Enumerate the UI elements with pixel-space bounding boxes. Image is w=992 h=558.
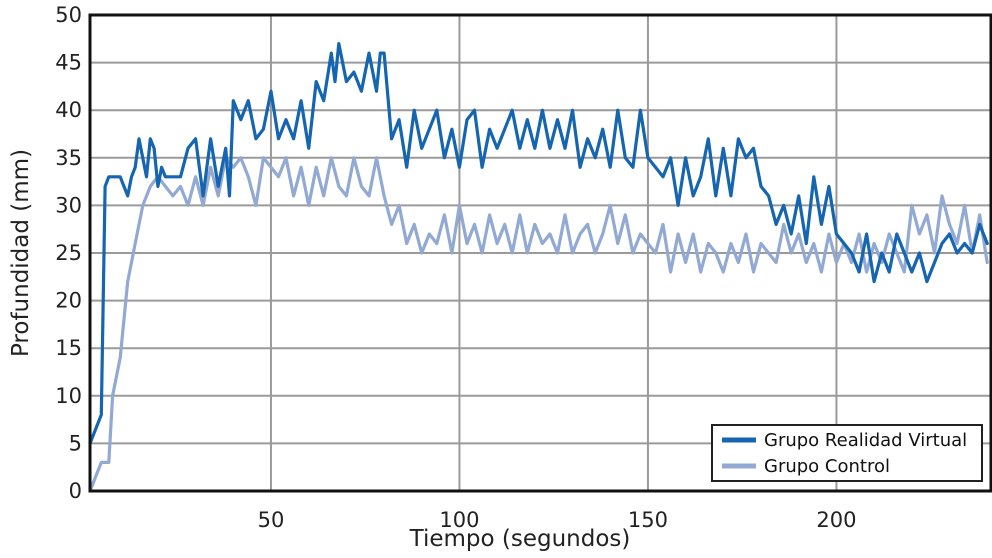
x-axis-label: Tiempo (segundos) bbox=[409, 526, 631, 552]
y-tick-label: 20 bbox=[55, 289, 82, 313]
grid-lines bbox=[90, 15, 991, 491]
y-tick-label: 45 bbox=[55, 51, 82, 75]
y-tick-label: 10 bbox=[55, 384, 82, 408]
x-tick-label: 150 bbox=[628, 508, 668, 532]
legend: Grupo Realidad Virtual Grupo Control bbox=[712, 425, 982, 481]
y-axis-label: Profundidad (mm) bbox=[8, 149, 34, 357]
y-tick-label: 25 bbox=[55, 241, 82, 265]
series-line-realidad-virtual bbox=[90, 44, 987, 444]
y-tick-label: 40 bbox=[55, 98, 82, 122]
legend-label-control: Grupo Control bbox=[764, 456, 890, 477]
y-tick-label: 0 bbox=[69, 479, 82, 503]
y-tick-label: 5 bbox=[69, 431, 82, 455]
y-tick-label: 35 bbox=[55, 146, 82, 170]
y-tick-labels: 0 5 10 15 20 25 30 35 40 45 50 bbox=[55, 3, 82, 503]
x-tick-label: 50 bbox=[258, 508, 285, 532]
legend-label-realidad-virtual: Grupo Realidad Virtual bbox=[764, 430, 967, 451]
x-tick-label: 200 bbox=[816, 508, 856, 532]
y-tick-label: 30 bbox=[55, 193, 82, 217]
y-tick-label: 15 bbox=[55, 336, 82, 360]
y-tick-label: 50 bbox=[55, 3, 82, 27]
